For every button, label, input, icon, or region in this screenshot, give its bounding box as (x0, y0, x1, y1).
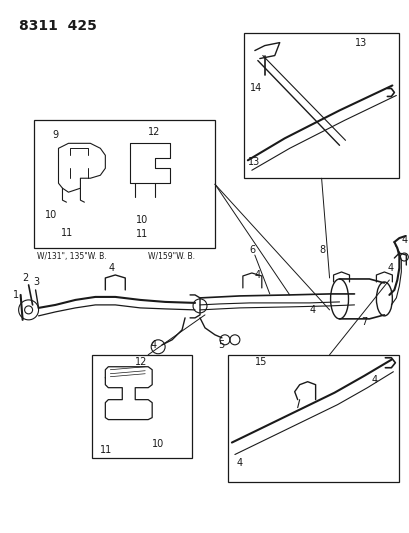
Circle shape (67, 205, 73, 211)
Text: 4: 4 (309, 305, 315, 315)
Circle shape (155, 202, 161, 208)
Text: 5: 5 (218, 340, 224, 350)
Text: 1: 1 (13, 290, 19, 300)
Text: 13: 13 (247, 157, 259, 167)
Text: 8: 8 (319, 245, 325, 255)
Text: 4: 4 (400, 235, 407, 245)
Text: 7: 7 (361, 317, 367, 327)
Text: 4: 4 (371, 375, 377, 385)
Polygon shape (34, 120, 214, 248)
Polygon shape (231, 358, 389, 456)
Text: 9: 9 (52, 131, 58, 140)
Text: 15: 15 (254, 357, 267, 367)
Circle shape (145, 429, 151, 434)
Text: 12: 12 (148, 127, 160, 138)
Text: 14: 14 (249, 84, 261, 93)
Text: 13: 13 (354, 38, 366, 47)
Text: 11: 11 (61, 228, 72, 238)
Circle shape (112, 429, 118, 434)
Text: 4: 4 (108, 263, 114, 273)
Polygon shape (92, 355, 191, 457)
Polygon shape (227, 355, 398, 482)
Circle shape (135, 202, 141, 208)
Text: 10: 10 (45, 210, 57, 220)
Polygon shape (247, 84, 393, 171)
Text: 4: 4 (236, 458, 243, 469)
Text: 4: 4 (150, 340, 156, 350)
Text: 4: 4 (254, 270, 260, 280)
Text: 11: 11 (136, 229, 148, 239)
Circle shape (85, 205, 91, 211)
Text: 8311  425: 8311 425 (18, 19, 96, 33)
Text: 10: 10 (152, 439, 164, 449)
Text: 6: 6 (249, 245, 255, 255)
Text: 2: 2 (22, 273, 29, 283)
Text: 11: 11 (100, 445, 112, 455)
Text: W/131", 135"W. B.: W/131", 135"W. B. (36, 252, 106, 261)
Text: 10: 10 (136, 215, 148, 225)
Text: 3: 3 (34, 277, 40, 287)
Text: 4: 4 (387, 263, 393, 273)
Polygon shape (243, 33, 398, 178)
Text: 12: 12 (135, 357, 147, 367)
Text: W/159"W. B.: W/159"W. B. (148, 252, 195, 261)
